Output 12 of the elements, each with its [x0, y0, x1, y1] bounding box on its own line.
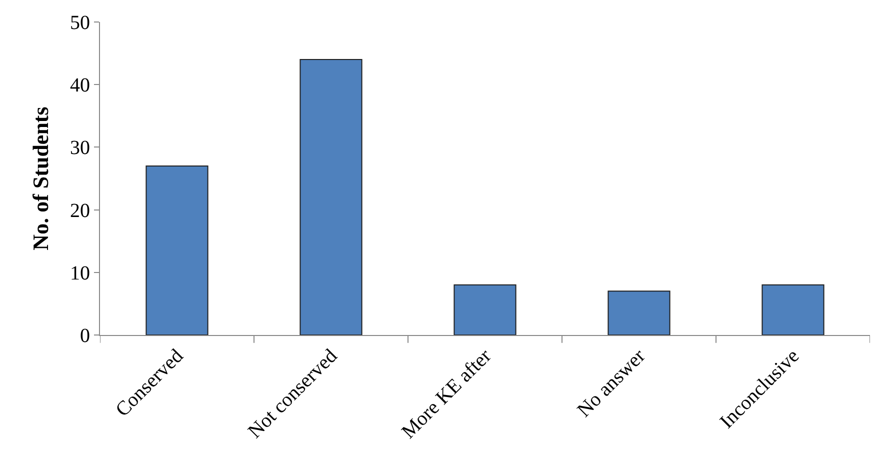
bar — [146, 165, 208, 335]
bar — [762, 284, 824, 335]
y-tick-label: 50 — [70, 12, 90, 34]
bar — [300, 59, 362, 335]
y-axis-title: No. of Students — [28, 106, 53, 250]
y-tick-label: 0 — [80, 325, 90, 347]
y-tick-label: 20 — [70, 200, 90, 222]
y-tick-label: 40 — [70, 74, 90, 97]
y-tick-label: 10 — [70, 262, 90, 284]
y-tick-label: 30 — [70, 137, 90, 160]
bar — [608, 290, 670, 335]
bar — [454, 284, 516, 335]
